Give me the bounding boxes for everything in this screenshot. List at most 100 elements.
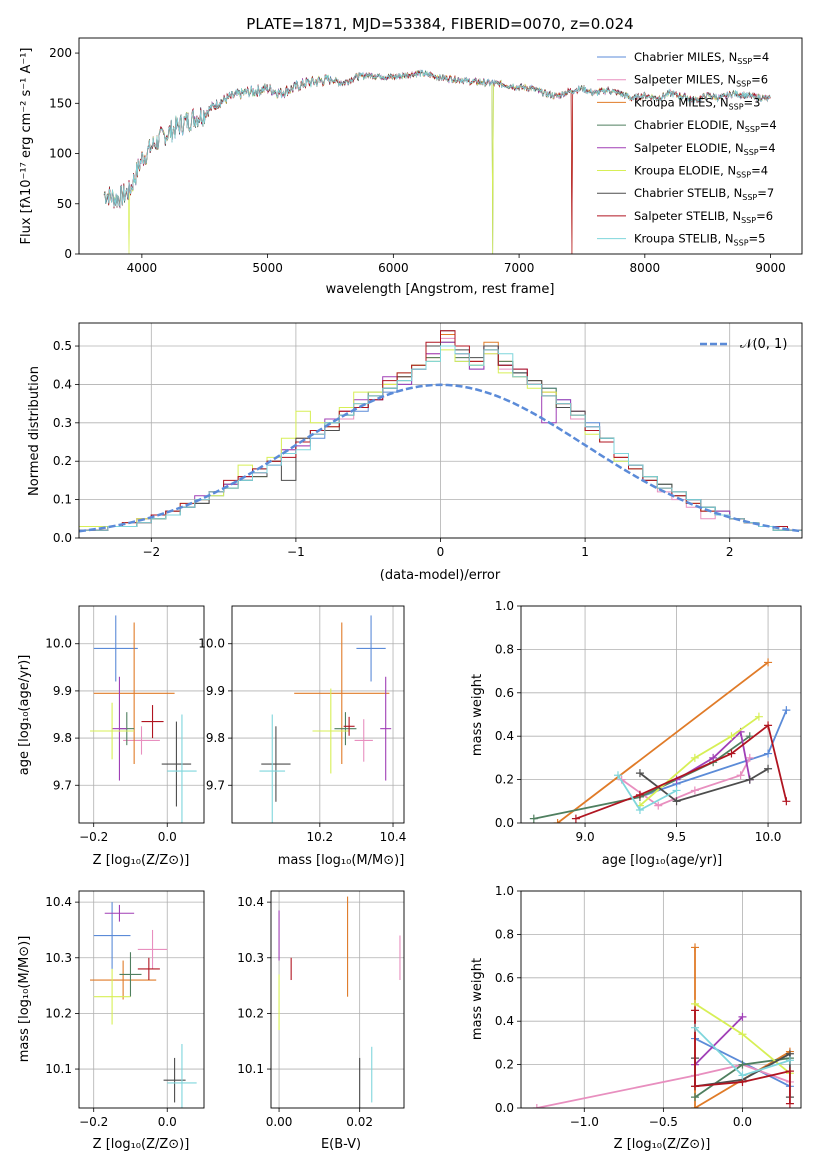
age_weight-point-marker <box>782 706 791 715</box>
residuals-xtick-label: 1 <box>581 545 589 559</box>
age_weight-point-marker <box>764 764 773 773</box>
z_mass-ytick-label: 10.1 <box>45 1062 72 1076</box>
z-weight-xlabel: Z [log₁₀(Z/Z⊙)] <box>614 1137 711 1152</box>
ssp-count: =7 <box>757 186 774 200</box>
z_weight-series-line <box>536 1063 791 1108</box>
spectrum-legend-label: Chabrier MILES, NSSP=4 <box>634 50 769 66</box>
spectrum-series-line <box>104 69 771 208</box>
age_weight-point-marker <box>635 769 644 778</box>
age_weight-series-line <box>575 723 788 820</box>
spectrum-ytick-label: 100 <box>49 147 72 161</box>
residuals-xtick-label: 0 <box>437 545 445 559</box>
z_mass-xtick-label: 0.0 <box>158 1115 177 1129</box>
ssp-count: =6 <box>751 73 768 87</box>
z-mass-panel: −0.2 0.010.110.210.310.4 Z [log₁₀(Z/Z⊙)] … <box>17 890 205 1152</box>
z_weight-ytick-label: 0.0 <box>495 1101 514 1115</box>
age_weight-point-marker <box>635 790 644 799</box>
spectrum-ytick-label: 150 <box>49 96 72 110</box>
spectrum-legend-label: Salpeter MILES, NSSP=6 <box>634 73 768 89</box>
age_weight-ytick-label: 0.2 <box>495 773 514 787</box>
z_weight-point-marker <box>785 1056 794 1065</box>
z_mass-grid <box>79 891 204 1108</box>
z_weight-series-line <box>694 1016 744 1066</box>
z_weight-ytick-label: 0.2 <box>495 1058 514 1072</box>
z-mass-xlabel: Z [log₁₀(Z/Z⊙)] <box>93 1137 190 1152</box>
mass_age-ytick-label: 9.9 <box>206 684 225 698</box>
age_weight-xtick-label: 10.0 <box>755 830 782 844</box>
z_mass-data <box>90 902 197 1108</box>
age_weight-point-marker <box>782 797 791 806</box>
age_weight-series-line <box>639 715 760 807</box>
age_weight-point-marker <box>690 753 699 762</box>
z_weight-point-marker <box>691 1006 700 1015</box>
mass_age-xtick-label: 10.2 <box>306 830 333 844</box>
spectrum-ytick-label: 0 <box>64 247 72 261</box>
ssp-subscript: SSP <box>729 102 744 111</box>
spectrum-xtick-label: 9000 <box>755 261 786 275</box>
z_mass-ytick-label: 10.3 <box>45 951 72 965</box>
ebv_mass-ytick-label: 10.2 <box>237 1006 264 1020</box>
z_weight-point-marker <box>532 1104 541 1108</box>
ssp-count: =4 <box>760 118 777 132</box>
z_weight-xtick-label: 0.0 <box>733 1115 752 1129</box>
age_weight-ytick-label: 0.0 <box>495 816 514 830</box>
ssp-subscript: SSP <box>744 148 759 157</box>
z-mass-ylabel: mass [log₁₀(M/M⊙)] <box>17 936 32 1063</box>
z_mass-ytick-label: 10.2 <box>45 1006 72 1020</box>
residuals-frame <box>78 322 803 539</box>
spectrum-xtick-label: 5000 <box>252 261 283 275</box>
z_weight-ytick-label: 0.4 <box>495 1014 514 1028</box>
z-weight-plot: −1.0 −0.5 0.0 0.0 0.2 0.4 0.6 0.8 1.0 <box>495 884 802 1129</box>
mass-age-panel: 10.2 10.4 9.7 9.8 9.9 10.0 mass [log₁₀(M/M⊙)] <box>198 605 406 868</box>
age_weight-series-line <box>676 730 751 781</box>
age_weight-series-line <box>557 661 769 823</box>
age-weight-ylabel: mass weight <box>470 674 485 756</box>
age-weight-panel: 9.0 9.5 10.0 0.0 0.2 0.4 0.6 0.8 1.0 age [log₁₀(… <box>470 599 802 868</box>
ssp-count: =3 <box>744 95 761 109</box>
z_weight-grid <box>521 890 801 1109</box>
ssp-subscript: SSP <box>745 125 760 134</box>
age_weight-point-marker <box>613 771 622 780</box>
age_weight-point-marker <box>654 801 663 810</box>
spectrum-xtick-label: 4000 <box>127 261 158 275</box>
ebv-mass-panel: 0.00 0.02 10.1 10.2 10.3 10.4 E(B-V) <box>237 890 405 1152</box>
residuals-ytick-label: 0.1 <box>53 493 72 507</box>
z-age-ylabel: age [log₁₀(age/yr)] <box>17 655 32 776</box>
age_weight-ytick-label: 0.8 <box>495 642 514 656</box>
ebv_mass-data <box>278 896 401 1108</box>
ssp-count: =6 <box>756 209 773 223</box>
residuals-ytick-label: 0.0 <box>53 531 72 545</box>
residuals-ylabel: Normed distribution <box>27 366 42 496</box>
age_weight-ytick-label: 1.0 <box>495 599 514 613</box>
z-weight-ylabel: mass weight <box>470 958 485 1040</box>
z_weight-ytick-label: 0.6 <box>495 971 514 985</box>
normal-curve <box>79 383 802 533</box>
spectrum-legend-label: Chabrier ELODIE, NSSP=4 <box>634 118 777 134</box>
ssp-count: =4 <box>751 164 768 178</box>
spectrum-legend-label: Salpeter STELIB, NSSP=6 <box>634 209 773 225</box>
z_weight-xtick-label: −0.5 <box>649 1115 678 1129</box>
spectrum-panel: PLATE=1871, MJD=53384, FIBERID=0070, z=0… <box>19 15 803 297</box>
z_weight-data <box>532 943 794 1108</box>
age_weight-series-line <box>533 735 751 820</box>
spectrum-legend-label: Chabrier STELIB, NSSP=7 <box>634 186 774 202</box>
ssp-subscript: SSP <box>741 216 756 225</box>
z_mass-ytick-label: 10.4 <box>45 895 72 909</box>
z_age-xtick-label: −0.2 <box>79 830 108 844</box>
z_age-data <box>90 615 197 823</box>
spectrum-ytick-label: 50 <box>57 197 72 211</box>
z-age-xlabel: Z [log₁₀(Z/Z⊙)] <box>93 853 190 868</box>
z_weight-frame <box>520 890 802 1109</box>
z-weight-panel: −1.0 −0.5 0.0 0.0 0.2 0.4 0.6 0.8 1.0 Z [log₁₀(Z… <box>470 884 802 1152</box>
age_weight-point-marker <box>727 732 736 741</box>
z_weight-point-marker <box>738 1030 747 1039</box>
mass_age-ytick-label: 10.0 <box>198 637 225 651</box>
spectrum-legend-label: Kroupa STELIB, NSSP=5 <box>634 232 765 248</box>
z_weight-point-marker <box>785 1067 794 1076</box>
spectrum-title: PLATE=1871, MJD=53384, FIBERID=0070, z=0… <box>246 15 633 33</box>
age_weight-frame <box>520 605 802 824</box>
z-age-panel: −0.2 0.0 9.7 9.8 9.9 10.0 Z [log₁₀(Z/Z⊙)] age… <box>17 605 205 868</box>
z_age-ytick-label: 9.9 <box>53 684 72 698</box>
age_weight-xtick-label: 9.5 <box>667 830 686 844</box>
